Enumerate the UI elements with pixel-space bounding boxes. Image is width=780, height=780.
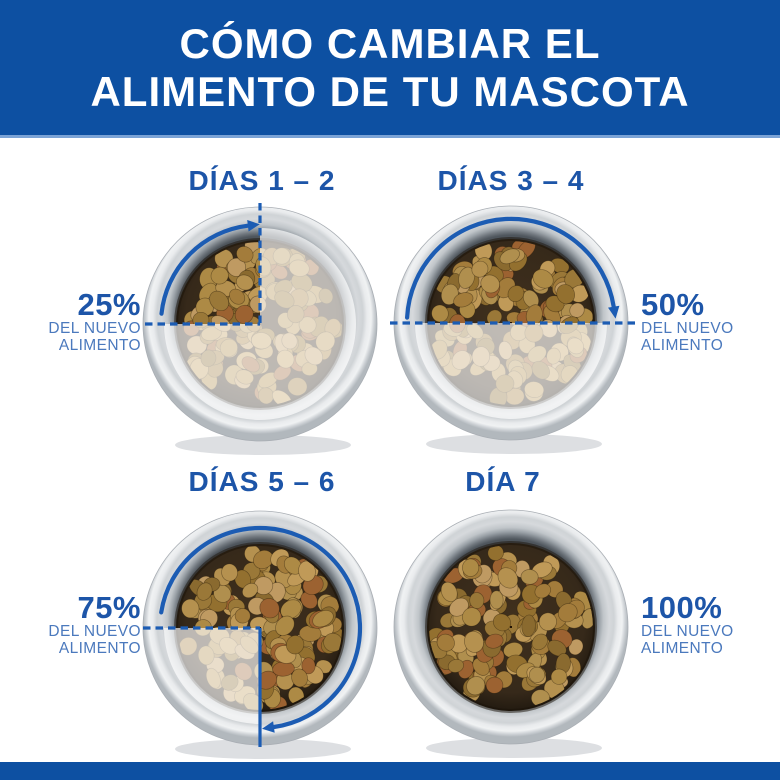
day-range-label-3: DÍAS 5 – 6	[188, 466, 336, 497]
day-range-label-2: DÍAS 3 – 4	[437, 165, 585, 196]
header-banner: CÓMO CAMBIAR EL ALIMENTO DE TU MASCOTA	[0, 0, 780, 138]
day-range-label-1: DÍAS 1 – 2	[188, 165, 336, 196]
food-bowl-step-3	[142, 510, 378, 759]
percent-block-1: 25% DEL NUEVO ALIMENTO	[0, 287, 141, 354]
day-range-label-4: DÍA 7	[465, 466, 541, 497]
percent-caption-line1: DEL NUEVO	[48, 623, 141, 640]
percent-caption-line1: DEL NUEVO	[48, 320, 141, 337]
percent-block-2: 50% DEL NUEVO ALIMENTO	[641, 287, 780, 354]
footer-bar	[0, 762, 780, 780]
percent-caption-line2: ALIMENTO	[641, 337, 724, 354]
percent-caption-line1: DEL NUEVO	[641, 623, 734, 640]
food-bowl-step-1	[142, 203, 378, 455]
percent-value: 25%	[77, 287, 141, 322]
percent-value: 75%	[77, 590, 141, 625]
percent-value: 50%	[641, 287, 705, 322]
percent-value: 100%	[641, 590, 723, 625]
percent-caption-line1: DEL NUEVO	[641, 320, 734, 337]
percent-block-3: 75% DEL NUEVO ALIMENTO	[0, 590, 141, 657]
percent-block-4: 100% DEL NUEVO ALIMENTO	[641, 590, 780, 657]
food-bowl-step-4	[393, 509, 629, 758]
percent-caption-line2: ALIMENTO	[641, 640, 724, 657]
title-line1: CÓMO CAMBIAR EL	[179, 19, 601, 67]
title-line2: ALIMENTO DE TU MASCOTA	[90, 67, 690, 115]
food-bowl-step-2	[390, 205, 636, 454]
percent-caption-line2: ALIMENTO	[58, 337, 141, 354]
percent-caption-line2: ALIMENTO	[58, 640, 141, 657]
